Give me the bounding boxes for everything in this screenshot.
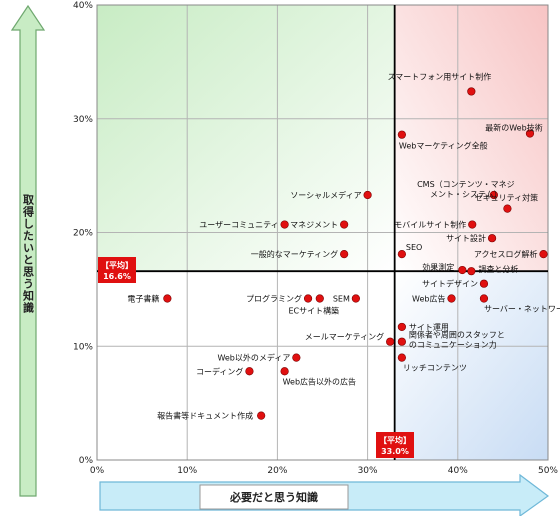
point-label: アクセスログ解析: [474, 249, 538, 259]
x-tick-label: 30%: [358, 466, 378, 476]
y-axis-label: 取得したいと思う知識: [22, 194, 36, 314]
data-point: [363, 190, 372, 200]
data-point: [340, 220, 349, 229]
data-point: [163, 294, 172, 303]
point-label: Web広告以外の広告: [283, 376, 356, 386]
data-point: [458, 265, 467, 275]
data-point: [487, 234, 497, 243]
point-label: リッチコンテンツ: [403, 364, 467, 373]
point-label: 効果測定: [422, 262, 454, 272]
point-label: 最新のWeb技術: [485, 123, 542, 133]
data-point: [397, 130, 406, 139]
data-point: [489, 190, 498, 200]
point-label: Web広告: [412, 293, 445, 303]
x-average-label-top: 【平均】: [379, 435, 411, 445]
point-label: 一般的なマーケティング: [251, 249, 338, 259]
point-label: スマートフォン用サイト制作: [387, 71, 491, 81]
data-point: [503, 204, 512, 213]
data-point: [397, 250, 406, 259]
data-points: [163, 87, 548, 420]
data-point: [468, 220, 477, 229]
point-label: Web以外のメディア: [217, 353, 290, 363]
x-tick-label: 50%: [538, 466, 558, 476]
x-tick-label: 20%: [267, 466, 287, 476]
x-tick-label: 10%: [177, 466, 197, 476]
data-point: [292, 353, 301, 362]
data-point: [467, 267, 476, 276]
data-point: [539, 250, 548, 259]
y-average-label-top: 【平均】: [101, 260, 133, 270]
quadrant-bottom-right: [394, 271, 548, 460]
x-tick-label: 0%: [90, 466, 105, 476]
y-axis-arrow: 取得したいと思う知識: [10, 4, 46, 497]
point-label: ユーザーコミュニティ: [199, 221, 278, 230]
point-label: コーディング: [196, 366, 243, 376]
quadrant-top-right: [394, 5, 548, 272]
point-label: CMS（コンテンツ・マネジメント・システム）: [417, 180, 515, 199]
point-label: プログラミング: [246, 293, 302, 303]
data-point: [340, 250, 349, 259]
point-label: SEO: [406, 243, 422, 252]
y-average-label: 【平均】 16.6%: [98, 257, 136, 283]
point-label: マネジメント: [290, 221, 338, 230]
y-tick-label: 20%: [73, 229, 93, 239]
data-point: [397, 353, 406, 362]
point-label: Webマーケティング全般: [399, 141, 488, 151]
point-label: 調査と分析: [478, 264, 518, 274]
data-point: [479, 294, 489, 303]
plot-border: [96, 4, 549, 461]
data-point: [351, 294, 360, 303]
y-tick-label: 30%: [73, 115, 93, 125]
data-point: [280, 220, 289, 229]
point-label: サーバー・ネットワーク: [484, 304, 560, 313]
point-label: メールマーケティング: [305, 332, 384, 342]
data-point: [447, 294, 456, 303]
data-point: [257, 411, 266, 420]
x-axis-arrow: 必要だと思う知識: [99, 473, 550, 516]
data-point: [479, 279, 489, 288]
quadrant-top-left: [97, 5, 395, 272]
point-label: サイト設計: [446, 233, 486, 243]
x-tick-label: 40%: [448, 466, 468, 476]
point-label: ソーシャルメディア: [290, 190, 361, 200]
y-tick-label: 0%: [79, 456, 94, 466]
point-label: 報告書等ドキュメント作成: [157, 411, 253, 421]
data-point: [386, 337, 395, 346]
data-point: [467, 87, 476, 96]
point-label: ECサイト構築: [288, 305, 339, 315]
point-label: 電子書籍: [127, 293, 159, 303]
point-label: サイト運用: [409, 323, 449, 332]
point-label: サイトデザイン: [422, 279, 478, 289]
tick-labels: 0% 10% 20% 30% 40% 50% 0% 10% 20% 30% 40%: [73, 1, 558, 476]
point-label: モバイルサイト制作: [394, 220, 466, 230]
x-average-label: 【平均】 33.0%: [376, 432, 414, 458]
x-average-value: 33.0%: [381, 447, 409, 456]
data-point: [397, 322, 406, 332]
y-tick-label: 10%: [73, 342, 93, 352]
data-point: [280, 367, 289, 376]
data-point: [525, 129, 535, 138]
data-point: [245, 367, 254, 376]
y-average-value: 16.6%: [103, 272, 131, 281]
x-axis-label: 必要だと思う知識: [229, 490, 318, 504]
data-point: [315, 294, 324, 303]
point-label: セキュリティ対策: [475, 193, 539, 203]
data-point: [397, 337, 406, 346]
point-label: 関係者や周囲のスタッフとのコミュニケーション力: [409, 331, 505, 350]
y-tick-label: 40%: [73, 1, 93, 11]
grid-lines: [96, 4, 549, 461]
point-label: SEM: [333, 294, 350, 303]
data-point: [303, 294, 313, 303]
